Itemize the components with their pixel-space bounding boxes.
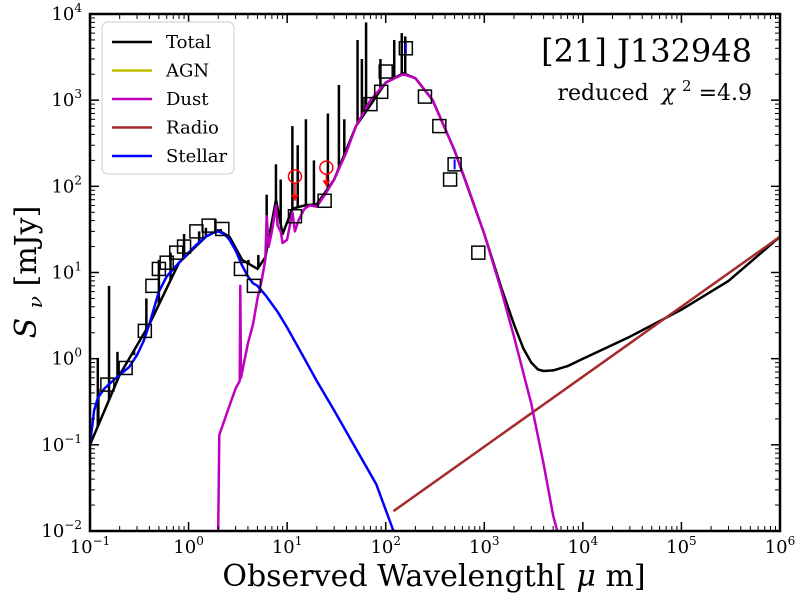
observation-point-0 bbox=[100, 377, 115, 392]
y-tick-label-3: 101 bbox=[51, 260, 82, 284]
y-tick-label-2: 100 bbox=[51, 346, 82, 370]
observation-point-15 bbox=[363, 96, 378, 112]
observation-point-23 bbox=[471, 245, 486, 260]
legend-label-total: Total bbox=[166, 32, 211, 53]
legend-label-stellar: Stellar bbox=[166, 146, 227, 167]
y-tick-label-5: 103 bbox=[51, 87, 82, 111]
y-axis-label: S ν [mJy] bbox=[9, 206, 50, 339]
legend-label-dust: Dust bbox=[166, 89, 209, 110]
x-axis-label: Observed Wavelength[ μ m] bbox=[222, 559, 645, 594]
x-tick-label-2: 101 bbox=[272, 534, 303, 558]
observations bbox=[100, 41, 486, 392]
legend-box bbox=[101, 21, 235, 175]
observation-point-3 bbox=[145, 278, 160, 294]
observation-point-7 bbox=[176, 239, 192, 254]
observation-point-19 bbox=[417, 89, 433, 104]
chart-title: [21] J132948 bbox=[541, 32, 752, 70]
series-stellar-line bbox=[90, 230, 395, 531]
upper-limits bbox=[287, 160, 334, 201]
x-axis-label-unit: m] bbox=[605, 559, 645, 594]
x-axis-label-mu: μ bbox=[576, 559, 596, 594]
legend-label-agn: AGN bbox=[165, 61, 209, 82]
y-tick-label-4: 102 bbox=[51, 173, 82, 197]
observation-point-2 bbox=[137, 323, 153, 339]
observation-point-5 bbox=[159, 255, 174, 270]
observation-point-13 bbox=[287, 208, 303, 224]
y-axis-label-symbol: S bbox=[9, 318, 44, 339]
observation-point-22 bbox=[447, 157, 462, 172]
x-tick-label-0: 10−1 bbox=[70, 534, 111, 558]
upper-limit-arrowhead-0 bbox=[290, 194, 299, 201]
observation-point-18 bbox=[398, 41, 414, 56]
x-tick-label-3: 102 bbox=[370, 534, 401, 558]
y-axis-label-unit: [mJy] bbox=[9, 206, 44, 287]
annotation-chi: χ bbox=[660, 81, 677, 106]
observation-point-16 bbox=[373, 84, 389, 100]
annotation-value: =4.9 bbox=[699, 81, 752, 106]
y-tick-label-1: 10−1 bbox=[41, 432, 82, 456]
observation-point-17 bbox=[378, 64, 393, 79]
x-tick-label-6: 105 bbox=[666, 534, 697, 558]
y-tick-label-6: 104 bbox=[51, 1, 82, 25]
observation-point-10 bbox=[215, 221, 230, 237]
plot-area: 10−1 100 101 102 103 104 105 10610−210−11001011… bbox=[41, 1, 795, 558]
observation-point-20 bbox=[432, 118, 447, 134]
x-tick-label-7: 106 bbox=[765, 534, 796, 558]
chi-square-annotation: reduced χ 2 =4.9 bbox=[557, 72, 752, 106]
y-axis-label-sub: ν bbox=[23, 296, 47, 308]
upper-limit-arrowhead-1 bbox=[322, 180, 331, 187]
series-dust-line bbox=[216, 72, 559, 531]
x-tick-label-4: 103 bbox=[469, 534, 500, 558]
plot-frame bbox=[88, 12, 782, 533]
legend: Total AGN Dust Radio Stellar bbox=[101, 21, 235, 175]
x-tick-label-5: 104 bbox=[568, 534, 599, 558]
legend-label-radio: Radio bbox=[166, 118, 219, 139]
legend-entries: Total AGN Dust Radio Stellar bbox=[112, 32, 227, 167]
observation-point-14 bbox=[317, 193, 332, 209]
observation-point-1 bbox=[118, 360, 133, 376]
x-tick-label-1: 100 bbox=[173, 534, 204, 558]
annotation-power: 2 bbox=[682, 77, 692, 95]
y-tick-label-0: 10−2 bbox=[41, 518, 82, 542]
observation-point-11 bbox=[233, 261, 249, 277]
observation-point-21 bbox=[442, 172, 458, 187]
observation-point-12 bbox=[246, 278, 262, 294]
annotation-prefix: reduced bbox=[557, 81, 648, 106]
series-radio-line bbox=[392, 235, 780, 513]
x-axis-label-text: Observed Wavelength[ bbox=[222, 559, 567, 594]
